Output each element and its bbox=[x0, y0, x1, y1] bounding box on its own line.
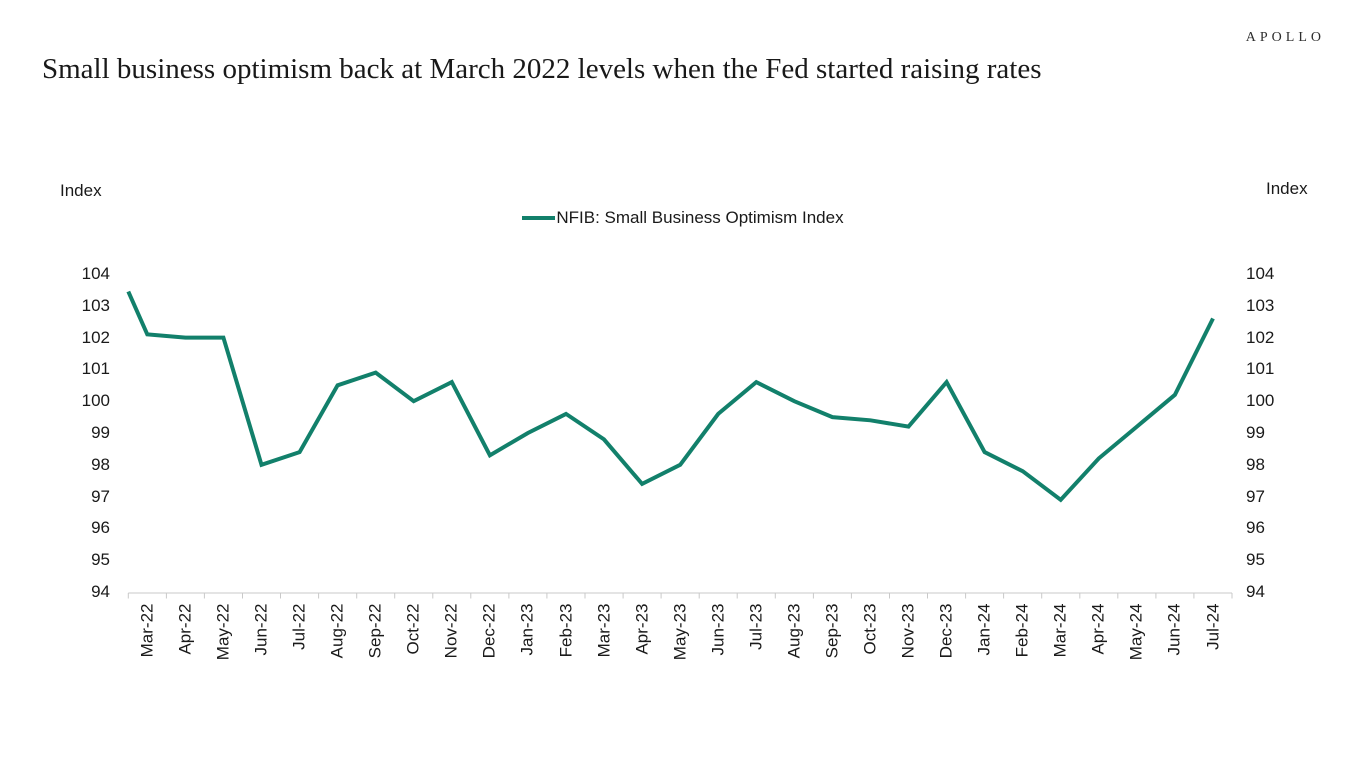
y-tick-label-left: 99 bbox=[91, 423, 110, 442]
chart-title: Small business optimism back at March 20… bbox=[42, 53, 1042, 85]
y-tick-label-left: 94 bbox=[91, 582, 110, 601]
y-tick-label-left: 103 bbox=[81, 295, 110, 315]
y-axis-unit-right: Index bbox=[1266, 179, 1308, 198]
y-tick-label-left: 96 bbox=[91, 518, 110, 538]
y-tick-label-left: 104 bbox=[81, 264, 110, 283]
legend-line-swatch bbox=[522, 216, 556, 220]
y-tick-label-right: 99 bbox=[1246, 423, 1265, 442]
y-tick-label-left: 100 bbox=[81, 391, 110, 411]
chart-legend: NFIB: Small Business Optimism Index bbox=[0, 207, 1366, 229]
x-axis bbox=[127, 592, 1233, 599]
y-tick-label-right: 98 bbox=[1246, 454, 1265, 474]
y-tick-label-right: 95 bbox=[1246, 550, 1265, 570]
y-axis-unit-left: Index bbox=[60, 181, 102, 200]
y-tick-label-left: 102 bbox=[81, 327, 110, 347]
optimism-line-series bbox=[126, 290, 1215, 503]
y-tick-label-left: 95 bbox=[91, 550, 110, 570]
y-tick-label-right: 100 bbox=[1246, 391, 1275, 411]
y-tick-label-right: 96 bbox=[1246, 518, 1265, 538]
y-tick-label-left: 98 bbox=[91, 454, 110, 474]
y-tick-label-right: 94 bbox=[1246, 582, 1265, 601]
y-tick-label-left: 101 bbox=[81, 359, 110, 379]
optimism-line bbox=[126, 290, 1215, 503]
y-tick-label-right: 102 bbox=[1246, 327, 1275, 347]
apollo-logo: APOLLO bbox=[1245, 30, 1325, 45]
y-tick-label-right: 104 bbox=[1246, 264, 1275, 283]
y-tick-label-right: 101 bbox=[1246, 359, 1275, 379]
y-tick-label-left: 97 bbox=[91, 486, 110, 506]
y-tick-label-right: 103 bbox=[1246, 295, 1275, 315]
legend-series-label: NFIB: Small Business Optimism Index bbox=[556, 208, 844, 227]
y-tick-label-right: 97 bbox=[1246, 486, 1265, 506]
